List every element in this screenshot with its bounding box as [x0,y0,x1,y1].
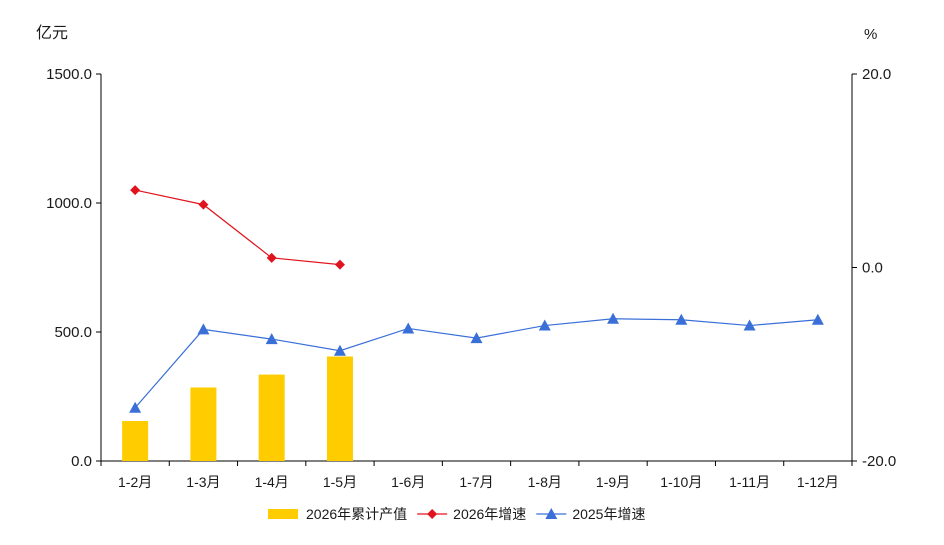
triangle-point [402,322,415,334]
bar-series [122,356,353,461]
right-axis-tick-label: 20.0 [862,66,891,83]
legend-triangle-marker [545,508,558,519]
x-axis-tick-label: 1-4月 [255,474,289,490]
x-axis-tick-label: 1-3月 [186,474,220,490]
left-axis-unit: 亿元 [36,24,68,42]
x-axis-tick-label: 1-9月 [596,474,630,490]
left-axis-tick-label: 1500.0 [46,66,92,83]
right-axis-tick-label: -20.0 [862,453,896,470]
x-axis-tick-label: 1-7月 [459,474,493,490]
triangle-point [675,313,688,325]
line-series [129,185,824,413]
left-axis-tick-label: 0.0 [71,453,92,470]
triangle-point [811,313,824,325]
x-axis-tick-label: 1-10月 [660,474,702,490]
bar [190,387,217,461]
axes: 0.0 500.0 1000.0 1500.0 -20.0 0.0 20.0 1-2月 1-3月… [46,66,896,490]
x-axis-tick-label: 1-12月 [797,474,839,490]
diamond-point [198,199,209,210]
triangle-point [607,312,620,324]
triangle-point [743,319,756,331]
x-axis-tick-label: 1-2月 [118,474,152,490]
triangle-point [470,332,483,344]
legend-label: 2026年增速 [453,506,526,522]
legend-label: 2026年累计产值 [306,506,407,522]
bar [122,421,149,461]
triangle-point [265,333,278,345]
right-axis-unit: % [864,26,877,43]
x-axis-tick-label: 1-5月 [323,474,357,490]
triangle-point [333,344,346,356]
triangle-point [129,401,142,413]
x-axis-tick-label: 1-11月 [729,474,770,490]
x-axis-tick-label: 1-8月 [528,474,562,490]
diamond-point [130,185,141,196]
legend-bar-swatch [268,509,298,519]
x-axis-tick-label: 1-6月 [391,474,425,490]
legend: 2026年累计产值 2026年增速 2025年增速 [268,506,645,522]
triangle-point [538,319,551,331]
bar [258,374,285,461]
legend-label: 2025年增速 [572,506,645,522]
bar [326,356,353,461]
legend-diamond-marker [427,509,438,519]
left-axis-tick-label: 500.0 [54,324,92,341]
right-axis-tick-label: 0.0 [862,260,883,277]
series-line [135,189,341,266]
diamond-point [334,259,345,270]
left-axis-tick-label: 1000.0 [46,195,92,212]
diamond-point [266,252,277,263]
triangle-point [197,323,210,335]
